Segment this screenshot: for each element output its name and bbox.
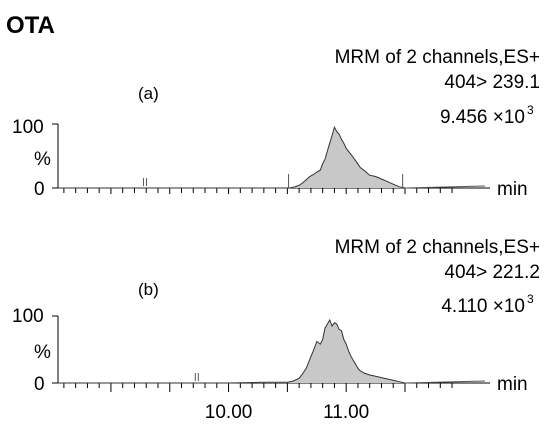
panel-a-intensity-mantissa: 9.456 ×10 <box>440 107 525 128</box>
panel-a-ytick-0: 0 <box>34 179 45 200</box>
x-tick-label: 10.00 <box>205 402 253 423</box>
panel-b-ylabel: % <box>34 342 51 363</box>
panel-b-label: (b) <box>138 280 159 299</box>
x-tick-label: 11.00 <box>323 402 369 423</box>
panel-b-plot-area <box>52 315 490 392</box>
trace-tail <box>404 185 486 189</box>
panel-a-plot-area <box>52 123 490 194</box>
panel-b-transition: 404> 221.2 <box>444 262 540 283</box>
panel-b-intensity-exponent: 3 <box>527 292 534 306</box>
panel-b-header: MRM of 2 channels,ES+ <box>335 237 540 258</box>
panel-b-intensity: 4.110 ×10 <box>441 296 525 317</box>
panel-a-intensity: 9.456 ×10 <box>440 107 525 128</box>
panel-b-intensity-mantissa: 4.110 ×10 <box>441 296 525 317</box>
panel-b-ytick-0: 0 <box>34 374 45 395</box>
panel-a-ytick-100: 100 <box>12 117 44 138</box>
trace-line <box>58 318 406 384</box>
peak-area <box>58 320 405 383</box>
trace-tail <box>404 380 486 384</box>
panel-a-transition: 404> 239.1 <box>444 72 540 93</box>
panel-a-xunit: min <box>497 179 528 200</box>
peak-area <box>58 127 405 188</box>
trace-line <box>58 125 406 189</box>
panel-b-ytick-100: 100 <box>12 306 44 327</box>
panel-a: MRM of 2 channels,ES+ 404> 239.1 9.456 ×… <box>12 47 540 200</box>
panel-b-xunit: min <box>497 374 528 395</box>
panel-a-ylabel: % <box>34 149 51 170</box>
panel-a-header: MRM of 2 channels,ES+ <box>335 47 540 68</box>
panel-a-intensity-exponent: 3 <box>527 103 534 117</box>
figure-title: OTA <box>6 12 55 39</box>
panel-b: MRM of 2 channels,ES+ 404> 221.2 4.110 ×… <box>12 237 540 423</box>
panel-a-label: (a) <box>138 84 159 103</box>
